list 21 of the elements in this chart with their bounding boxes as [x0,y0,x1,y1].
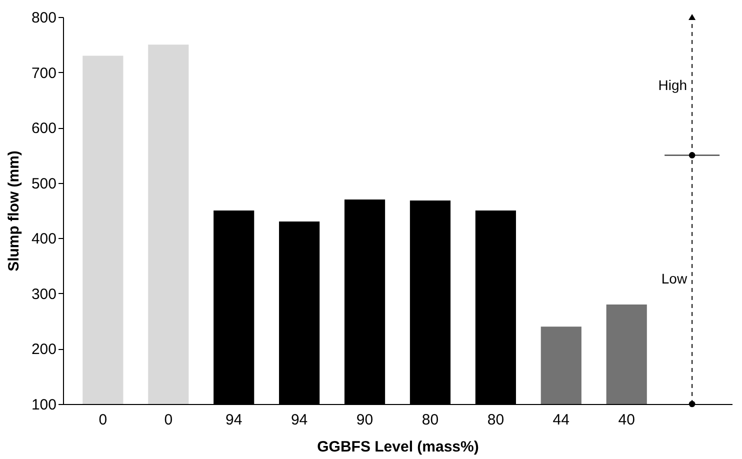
x-tick-label: 90 [356,412,374,428]
y-tick-label: 200 [31,341,56,358]
y-axis-title: Slump flow (mm) [5,150,22,272]
y-tick-label: 100 [31,396,56,414]
x-tick-label: 0 [164,412,173,428]
x-tick-label: 94 [290,412,308,428]
x-tick-label: 0 [98,412,108,428]
y-tick-label: 600 [31,120,56,138]
annotation: Low [661,270,688,287]
x-tick-label: 44 [552,412,570,428]
x-axis-title: GGBFS Level (mass%) [317,438,479,456]
y-tick-label: 400 [31,230,56,248]
x-tick-label: 80 [487,412,504,428]
annotation: High [658,77,688,94]
y-tick-label: 500 [31,175,56,192]
x-tick-label: 40 [618,412,635,428]
y-tick-label: 700 [31,64,56,82]
x-tick-label: 94 [226,412,242,428]
y-tick-label: 300 [31,286,56,303]
y-tick-label: 800 [31,10,56,26]
x-tick-label: 80 [422,412,439,428]
